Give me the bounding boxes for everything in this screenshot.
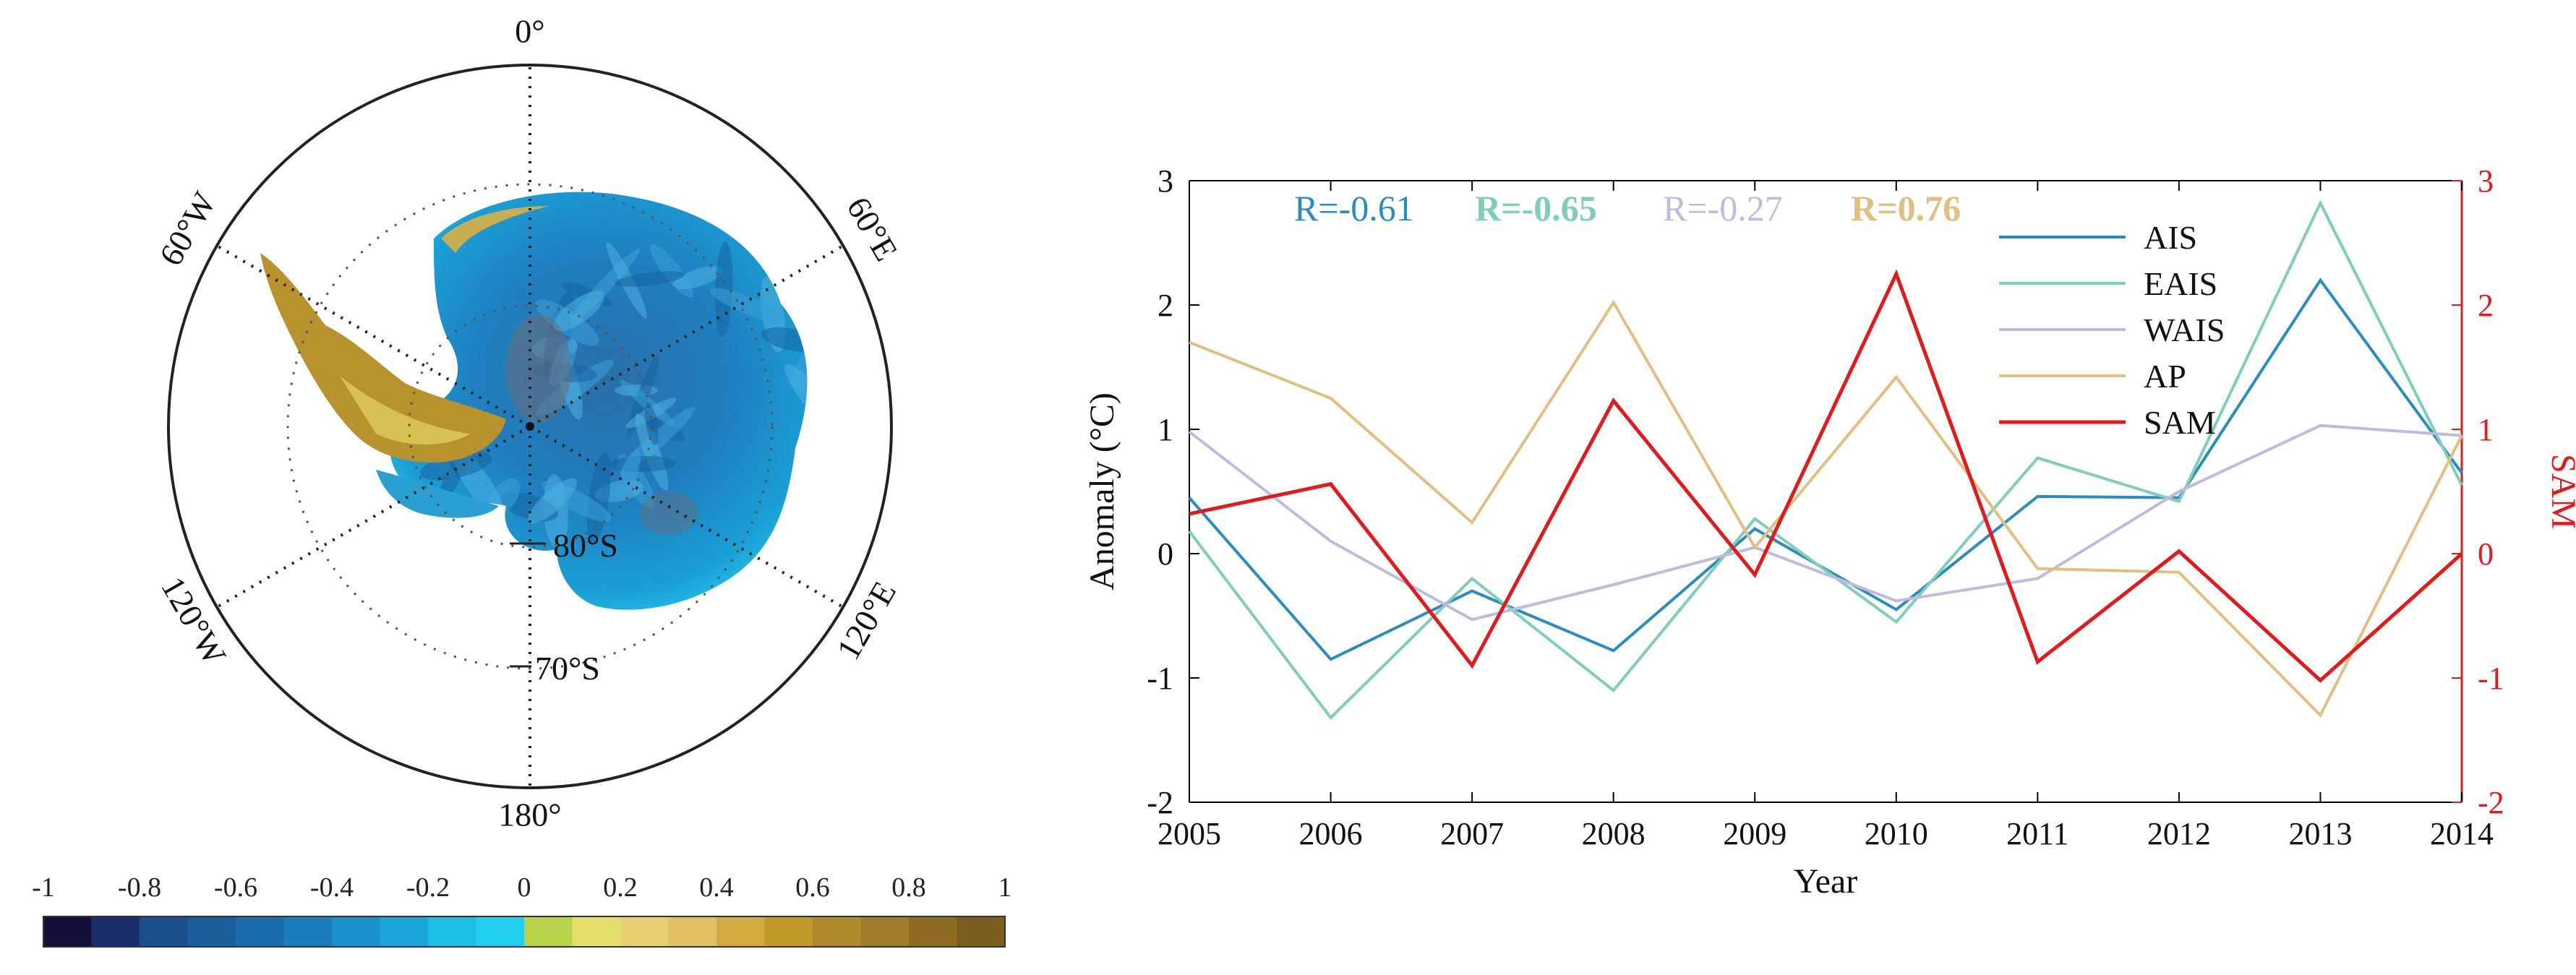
- colorbar-segment: [43, 916, 92, 947]
- y-tick-label: 1: [1158, 412, 1173, 447]
- antarctic-peninsula: [260, 253, 506, 463]
- peninsula-highlight: [340, 376, 470, 444]
- y-axis-title: Anomaly (°C): [1083, 392, 1121, 590]
- x-tick-label: 2008: [1582, 816, 1646, 851]
- x-tick-label: 2007: [1440, 816, 1504, 851]
- y-tick-label: 3: [1158, 163, 1173, 199]
- antarctica-ice-sheet: [386, 192, 808, 610]
- south-pole-dot: [526, 422, 534, 431]
- legend-label-sam: SAM: [2144, 404, 2216, 441]
- colorbar-tick-label: 0.8: [891, 872, 926, 903]
- y-tick-label: -1: [1147, 661, 1173, 696]
- series-line-ais: [1188, 278, 2463, 661]
- colorbar-tick-label: 0.2: [603, 872, 638, 903]
- colorbar-segment: [91, 916, 140, 947]
- lat-circle-70: [286, 183, 774, 670]
- colorbar-segment: [909, 916, 957, 947]
- meridian-line: [215, 425, 531, 609]
- legend-label-ap: AP: [2144, 358, 2186, 395]
- colorbar-segment: [764, 916, 813, 947]
- colorbar-segment: [283, 916, 333, 947]
- colorbar-tick-label: -0.6: [214, 872, 257, 903]
- colorbar-segment: [187, 916, 236, 947]
- x-tick-label: 2013: [2288, 816, 2352, 851]
- series-line-ap: [1189, 299, 2463, 718]
- y2-tick-label: 3: [2478, 163, 2494, 199]
- x-tick-label: 2005: [1158, 816, 1221, 851]
- colorbar-segment: [236, 916, 284, 947]
- grey-patch: [506, 314, 571, 423]
- colorbar-segment: [524, 916, 573, 947]
- series-line-wais: [1188, 424, 2462, 622]
- legend-label-wais: WAIS: [2144, 312, 2225, 348]
- x-tick-label: 2009: [1723, 816, 1786, 851]
- x-tick-label: 2012: [2147, 816, 2211, 851]
- colorbar-frame: [43, 916, 1006, 948]
- west-antarctica-coast: [376, 470, 499, 518]
- series-line-eais: [1188, 199, 2463, 721]
- lat-label-80: 80°S: [553, 527, 618, 564]
- lon-label: 0°: [515, 13, 544, 50]
- colorbar-segment: [476, 916, 525, 947]
- colorbar-tick-label: 0.6: [795, 872, 830, 903]
- lon-label: 180°: [498, 796, 561, 833]
- colorbar-segment: [620, 916, 669, 947]
- series-line-sam: [1189, 269, 2463, 683]
- y2-tick-label: -2: [2478, 785, 2504, 820]
- colorbar-tick-label: 1: [998, 872, 1012, 903]
- grey-patch: [640, 491, 698, 535]
- y2-tick-label: 2: [2478, 288, 2494, 323]
- correlation-label: R=-0.27: [1663, 188, 1783, 228]
- correlation-label: R=-0.65: [1475, 188, 1597, 228]
- legend-label-ais: AIS: [2144, 219, 2197, 256]
- correlation-label: R=0.76: [1851, 188, 1961, 228]
- y-tick-label: 2: [1158, 288, 1173, 323]
- colorbar-segment: [860, 916, 910, 947]
- x-tick-label: 2010: [1865, 816, 1928, 851]
- colorbar-segment: [668, 916, 717, 947]
- x-tick-label: 2014: [2430, 816, 2494, 851]
- colorbar-segment: [572, 916, 621, 947]
- y2-axis-title: SAM: [2544, 454, 2576, 529]
- colorbar-segment: [380, 916, 429, 947]
- colorbar-tick-label: 0: [518, 872, 531, 903]
- legend-label-eais: EAIS: [2144, 265, 2217, 302]
- colorbar-tick-label: -1: [32, 872, 55, 903]
- coast-warm-patch: [441, 206, 549, 253]
- anomaly-line-chart: 2005 2006 2007 2008 2009 2010 2011 2012 2013 2014…: [1083, 163, 2576, 901]
- correlation-label: R=-0.61: [1294, 188, 1414, 228]
- colorbar: -1 -0.8 -0.6 -0.4 -0.2 0 0.2 0.4 0.6 0.8 1: [32, 872, 1012, 948]
- x-tick-label: 2011: [2006, 816, 2068, 851]
- colorbar-tick-label: -0.2: [406, 872, 450, 903]
- x-axis-title: Year: [1794, 862, 1857, 901]
- meridian-line: [529, 425, 844, 609]
- colorbar-segment: [140, 916, 188, 947]
- y2-tick-label: 1: [2478, 412, 2494, 447]
- meridian-line: [215, 244, 531, 428]
- colorbar-segment: [332, 916, 380, 947]
- lat-label-70: 70°S: [535, 650, 600, 687]
- colorbar-segment: [813, 916, 861, 947]
- colorbar-tick-label: -0.8: [118, 872, 161, 903]
- y2-tick-label: 0: [2478, 536, 2494, 572]
- colorbar-segment: [957, 916, 1006, 947]
- y-tick-label: 0: [1158, 536, 1173, 572]
- y-tick-label: -2: [1147, 785, 1173, 820]
- meridian-line: [529, 244, 844, 428]
- lat-circle-80: [408, 304, 652, 549]
- colorbar-tick-label: -0.4: [310, 872, 354, 903]
- colorbar-segment: [428, 916, 476, 947]
- colorbar-tick-label: 0.4: [699, 872, 734, 903]
- y2-tick-label: -1: [2478, 661, 2504, 696]
- x-tick-label: 2006: [1299, 816, 1363, 851]
- colorbar-segment: [716, 916, 765, 947]
